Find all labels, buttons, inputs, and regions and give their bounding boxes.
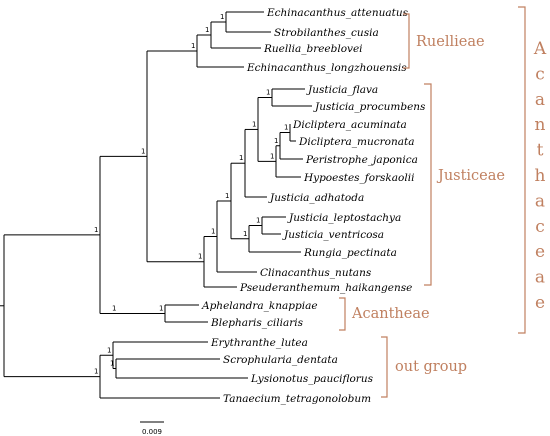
taxon-labels: Echinacanthus_attenuatus Strobilanthes_cu… (201, 7, 426, 405)
family-letter: a (535, 191, 545, 211)
acantheae-bracket (339, 297, 346, 331)
support-value: 1 (270, 152, 274, 160)
family-letter: t (537, 141, 544, 161)
taxon-label: Justicia_adhatoda (268, 192, 364, 204)
family-letter: c (535, 64, 545, 84)
ruellieae-bracket (403, 13, 410, 69)
taxon-label: Strobilanthes_cusia (274, 27, 379, 39)
taxon-label: Tanaecium_tetragonolobum (223, 393, 371, 405)
outgroup-label: out group (395, 359, 467, 375)
support-value: 1 (274, 137, 278, 145)
taxon-label: Dicliptera_mucronata (298, 136, 415, 148)
taxon-label: Justicia_ventricosa (282, 229, 384, 241)
family-letter: e (535, 293, 545, 313)
taxon-label: Clinacanthus_nutans (260, 267, 372, 279)
justiceae-label: Justiceae (436, 168, 505, 184)
taxon-label: Blepharis_ciliaris (210, 317, 304, 329)
support-value: 1 (205, 26, 209, 34)
support-value: 1 (243, 230, 247, 238)
group-outgroup: out group (381, 336, 467, 398)
support-value: 1 (141, 147, 145, 155)
outgroup-bracket (381, 336, 388, 398)
group-ruellieae: Ruellieae (403, 13, 485, 69)
taxon-label: Scrophularia_dentata (223, 354, 338, 366)
family-letter: A (533, 39, 547, 59)
scale-bar: 0.009 (140, 421, 164, 436)
group-justiceae: Justiceae (424, 83, 505, 286)
support-value: 1 (239, 154, 243, 162)
scale-bar-label: 0.009 (142, 428, 162, 436)
acantheae-label: Acantheae (351, 306, 430, 322)
group-acantheae: Acantheae (339, 297, 430, 331)
support-value: 1 (284, 124, 288, 132)
taxon-label: Hypoestes_forskaolii (303, 172, 414, 184)
support-value: 1 (107, 346, 111, 354)
family-letter: e (535, 242, 545, 262)
support-value: 1 (266, 89, 270, 97)
family-bracket (518, 6, 526, 334)
support-value: 1 (220, 13, 224, 21)
support-value: 1 (191, 42, 195, 50)
family-letter: c (535, 217, 545, 237)
support-value: 1 (211, 227, 215, 235)
taxon-label: Echinacanthus_longzhouensis (246, 62, 407, 74)
taxon-label: Pseuderanthemum_haikangense (239, 282, 412, 294)
support-value: 1 (94, 226, 98, 234)
taxon-label: Echinacanthus_attenuatus (266, 7, 409, 19)
family-letter: a (535, 268, 545, 288)
taxon-label: Rungia_pectinata (303, 247, 397, 259)
taxon-label: Justicia_procumbens (313, 101, 426, 113)
support-value: 1 (256, 217, 260, 225)
support-value: 1 (252, 120, 256, 128)
taxon-label: Aphelandra_knappiae (201, 300, 318, 312)
support-value: 1 (198, 253, 202, 261)
family-letter: h (535, 166, 546, 186)
taxon-label: Peristrophe_japonica (305, 154, 418, 166)
justiceae-bracket (424, 83, 432, 286)
ruellieae-label: Ruellieae (416, 34, 485, 50)
taxon-label: Ruellia_breeblovei (263, 43, 363, 55)
tree-branches (0, 11, 312, 399)
support-value: 1 (225, 192, 229, 200)
taxon-label: Dicliptera_acuminata (292, 119, 407, 131)
support-value: 1 (159, 305, 163, 313)
support-value: 1 (110, 360, 114, 368)
taxon-label: Justicia_flava (306, 84, 378, 96)
taxon-label: Lysionotus_pauciflorus (250, 373, 374, 385)
family-letter: a (535, 90, 545, 110)
taxon-label: Justicia_leptostachya (287, 212, 401, 224)
support-value: 1 (112, 305, 116, 313)
taxon-label: Erythranthe_lutea (210, 337, 308, 349)
support-value: 1 (94, 368, 98, 376)
family-letter: n (535, 115, 546, 135)
